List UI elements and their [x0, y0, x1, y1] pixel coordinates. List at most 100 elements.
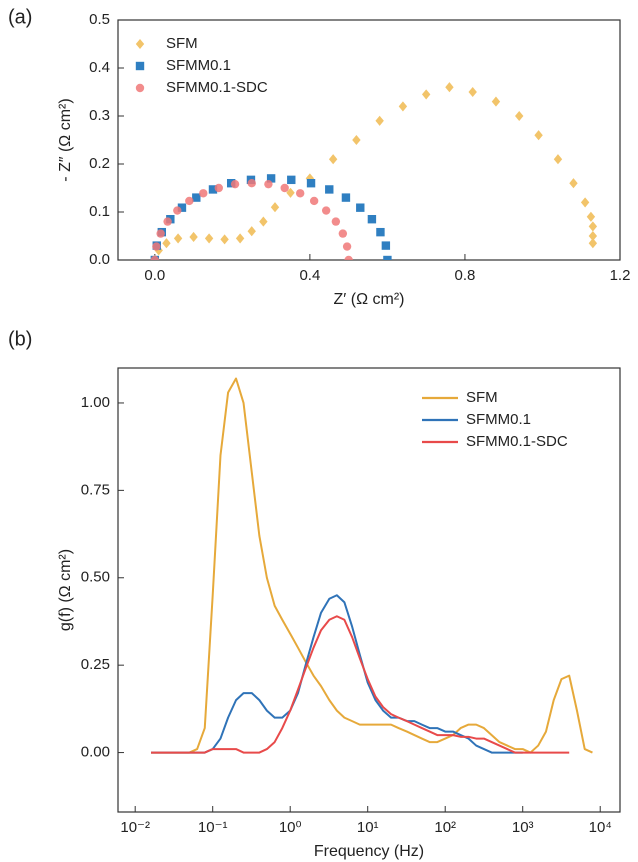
y-tick-label: 0.1	[89, 203, 110, 220]
marker	[421, 89, 431, 100]
marker	[588, 230, 598, 242]
marker	[173, 233, 183, 244]
marker	[185, 196, 194, 206]
x-axis-title: Frequency (Hz)	[314, 843, 424, 860]
y-tick-label: 1.00	[81, 394, 110, 411]
marker	[381, 241, 391, 250]
marker	[553, 154, 563, 165]
y-axis-title: g(f) (Ω cm²)	[57, 549, 74, 631]
y-tick-label: 0.25	[81, 656, 110, 673]
marker	[321, 206, 331, 215]
marker	[331, 217, 341, 226]
y-axis-title: - Z″ (Ω cm²)	[57, 98, 74, 181]
x-tick-label: 10⁻²	[120, 819, 150, 836]
marker	[204, 233, 214, 244]
y-tick-label: 0.5	[89, 11, 110, 28]
marker	[247, 226, 256, 237]
marker	[367, 215, 377, 224]
plot-area	[150, 82, 598, 260]
y-tick-label: 0.2	[89, 155, 110, 172]
marker	[328, 154, 338, 165]
marker	[534, 130, 543, 141]
marker	[156, 229, 165, 238]
y-tick-label: 0.3	[89, 107, 110, 124]
marker	[341, 193, 351, 202]
x-tick-label: 0.4	[299, 267, 320, 284]
y-tick-label: 0.75	[81, 481, 110, 498]
x-tick-label: 10⁰	[279, 819, 302, 836]
marker	[259, 216, 268, 227]
marker	[569, 178, 578, 189]
x-tick-label: 0.0	[144, 267, 165, 284]
marker	[338, 229, 348, 238]
marker	[309, 196, 319, 206]
plot-area	[151, 377, 593, 754]
marker	[135, 83, 145, 93]
marker	[162, 238, 171, 249]
y-tick-label: 0.50	[81, 569, 110, 586]
x-tick-label: 0.8	[455, 267, 476, 284]
marker	[220, 234, 229, 245]
marker	[286, 187, 295, 198]
marker	[398, 101, 408, 112]
x-tick-label: 10²	[434, 819, 456, 836]
marker	[295, 189, 305, 198]
legend-label: SFMM0.1	[166, 57, 231, 74]
legend-label: SFM	[166, 35, 198, 52]
plot-frame	[117, 367, 621, 813]
marker	[192, 193, 201, 202]
marker	[189, 231, 198, 242]
marker	[325, 185, 334, 194]
marker	[173, 206, 182, 215]
panel-label: (a)	[8, 6, 32, 28]
marker	[445, 82, 454, 93]
marker	[280, 183, 289, 193]
marker	[235, 233, 245, 244]
marker	[356, 203, 365, 212]
marker	[287, 175, 296, 185]
x-tick-label: 10³	[512, 819, 534, 836]
y-tick-label: 0.00	[81, 744, 110, 761]
marker	[515, 110, 524, 122]
marker	[135, 38, 145, 50]
plot-frame	[117, 19, 621, 261]
series-line	[151, 615, 570, 754]
marker	[588, 221, 598, 232]
legend-label: SFM	[466, 389, 498, 406]
x-axis-title: Z′ (Ω cm²)	[334, 291, 405, 308]
legend-label: SFMM0.1	[466, 411, 531, 428]
series-line	[151, 377, 593, 754]
marker	[344, 255, 353, 260]
x-tick-label: 10¹	[357, 819, 379, 836]
marker	[491, 96, 501, 107]
marker	[177, 203, 187, 212]
marker	[376, 227, 385, 237]
marker	[152, 242, 161, 251]
marker	[150, 255, 160, 260]
panel-label: (b)	[8, 328, 32, 350]
legend-label: SFMM0.1-SDC	[166, 79, 268, 96]
marker	[270, 202, 280, 213]
marker	[580, 197, 590, 208]
x-tick-label: 10⁻¹	[198, 819, 228, 836]
series-line	[151, 594, 523, 754]
marker	[383, 255, 392, 260]
y-tick-label: 0.4	[89, 59, 110, 76]
marker	[230, 179, 240, 189]
marker	[208, 185, 218, 194]
marker	[199, 189, 208, 198]
marker	[264, 179, 273, 189]
x-tick-label: 1.2	[610, 267, 631, 284]
y-tick-label: 0.0	[89, 251, 110, 268]
x-tick-label: 10⁴	[589, 819, 612, 836]
marker	[266, 174, 276, 183]
marker	[247, 179, 256, 188]
marker	[588, 238, 598, 249]
marker	[163, 217, 172, 226]
marker	[214, 183, 223, 193]
legend-label: SFMM0.1-SDC	[466, 433, 568, 450]
marker	[342, 242, 352, 251]
marker	[375, 115, 384, 126]
marker	[135, 61, 145, 71]
